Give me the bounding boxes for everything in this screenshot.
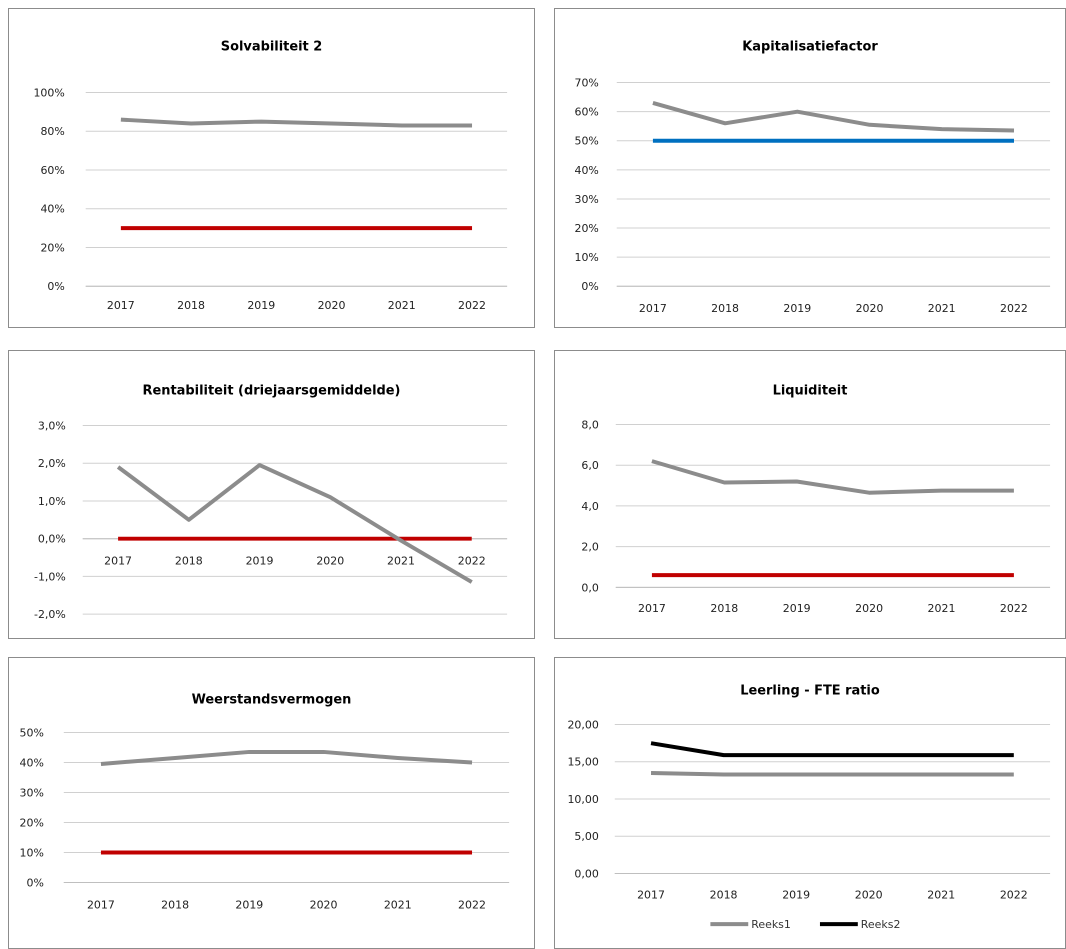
chart-title: Kapitalisatiefactor	[742, 40, 878, 55]
y-tick-label: 0,0%	[38, 533, 66, 546]
x-tick-label: 2019	[782, 888, 810, 901]
y-tick-label: 15,00	[567, 756, 598, 769]
series-line-1	[651, 459, 1014, 495]
y-tick-label: 40%	[40, 203, 64, 216]
x-tick-label: 2021	[387, 555, 415, 568]
chart-svg-rentabiliteit: Rentabiliteit (driejaarsgemiddelde) -2,0%…	[34, 384, 508, 621]
x-tick-label: 2022	[458, 898, 486, 911]
y-tick-label: -1,0%	[34, 570, 66, 583]
y-tick-label: 4,0	[581, 500, 598, 513]
legend-label: Reeks2	[861, 918, 901, 931]
x-tick-label: 2017	[637, 888, 665, 901]
chart-title: Leerling - FTE ratio	[740, 684, 880, 699]
chart-panel-rentabiliteit: Rentabiliteit (driejaarsgemiddelde) -2,0%…	[8, 350, 535, 639]
x-tick-label: 2022	[1000, 888, 1028, 901]
x-tick-label: 2019	[783, 302, 811, 315]
y-tick-label: 100%	[33, 86, 64, 99]
chart-title: Rentabiliteit (driejaarsgemiddelde)	[143, 384, 401, 399]
x-tick-label: 2022	[1000, 302, 1028, 315]
x-tick-label: 2019	[246, 555, 274, 568]
chart-panel-leerling-fte: Leerling - FTE ratio 0,00 5,00 10,00 15,00 20…	[554, 657, 1066, 949]
x-tick-label: 2020	[310, 898, 338, 911]
series-line-1	[100, 749, 473, 766]
y-tick-label: 1,0%	[38, 495, 66, 508]
x-tick-label: 2018	[711, 302, 739, 315]
x-tick-label: 2017	[107, 299, 135, 312]
y-tick-label: 10%	[20, 846, 44, 859]
chart-title: Liquiditeit	[773, 384, 848, 399]
chart-svg-liquiditeit: Liquiditeit 0,0 2,0 4,0 6,0 8,0 2017 2018 2019 20…	[581, 384, 1051, 615]
y-tick-label: 0,0	[581, 581, 598, 594]
x-tick-label: 2017	[639, 302, 667, 315]
x-tick-label: 2021	[388, 299, 416, 312]
chart-svg-solvabiliteit: Solvabiliteit 2 0% 20% 40% 60% 80% 100% 2017 201…	[33, 40, 508, 312]
chart-panel-liquiditeit: Liquiditeit 0,0 2,0 4,0 6,0 8,0 2017 2018 2019 20…	[554, 350, 1066, 639]
y-tick-label: -2,0%	[34, 608, 66, 621]
y-tick-label: 2,0	[581, 541, 598, 554]
x-tick-label: 2020	[855, 888, 883, 901]
x-tick-label: 2018	[161, 898, 189, 911]
y-tick-label: 0,00	[574, 868, 598, 881]
x-tick-label: 2019	[783, 602, 811, 615]
chart-panel-kapitalisatiefactor: Kapitalisatiefactor 0% 10% 20% 30% 40% 50% 60% 7…	[554, 8, 1066, 328]
chart-panel-weerstandsvermogen: Weerstandsvermogen 0% 10% 20% 30% 40% 50% 2017 2…	[8, 657, 535, 949]
y-tick-label: 6,0	[581, 459, 598, 472]
series-line-1	[120, 117, 473, 128]
series-line-1	[652, 100, 1015, 133]
y-tick-label: 60%	[574, 106, 598, 119]
x-tick-label: 2020	[316, 555, 344, 568]
y-tick-label: 40%	[574, 164, 598, 177]
series-line-2	[650, 741, 1014, 758]
x-tick-label: 2020	[856, 302, 884, 315]
x-tick-label: 2022	[458, 299, 486, 312]
x-tick-label: 2018	[710, 888, 738, 901]
x-tick-label: 2022	[458, 555, 486, 568]
x-tick-label: 2018	[710, 602, 738, 615]
y-tick-label: 20%	[20, 816, 44, 829]
x-tick-label: 2022	[1000, 602, 1028, 615]
y-tick-label: 20%	[574, 222, 598, 235]
x-tick-label: 2017	[638, 602, 666, 615]
y-tick-label: 30%	[20, 786, 44, 799]
y-tick-label: 80%	[40, 125, 64, 138]
y-tick-label: 50%	[20, 726, 44, 739]
chart-title: Weerstandsvermogen	[192, 693, 352, 708]
series-line-1	[650, 771, 1014, 777]
x-tick-label: 2021	[928, 302, 956, 315]
y-tick-label: 20%	[40, 241, 64, 254]
y-tick-label: 0%	[581, 280, 598, 293]
series-line-1	[116, 463, 473, 584]
y-tick-label: 10,00	[567, 793, 598, 806]
chart-svg-kapitalisatiefactor: Kapitalisatiefactor 0% 10% 20% 30% 40% 50% 60% 7…	[574, 40, 1051, 315]
y-tick-label: 60%	[40, 164, 64, 177]
y-tick-label: 40%	[20, 756, 44, 769]
y-tick-label: 30%	[574, 193, 598, 206]
y-tick-label: 50%	[574, 135, 598, 148]
x-tick-label: 2020	[855, 602, 883, 615]
y-tick-label: 3,0%	[38, 419, 66, 432]
x-tick-label: 2018	[177, 299, 205, 312]
chart-svg-leerling-fte: Leerling - FTE ratio 0,00 5,00 10,00 15,00 20…	[567, 684, 1051, 931]
x-tick-label: 2018	[175, 555, 203, 568]
x-tick-label: 2021	[927, 888, 955, 901]
chart-svg-weerstandsvermogen: Weerstandsvermogen 0% 10% 20% 30% 40% 50% 2017 2…	[20, 693, 510, 911]
y-tick-label: 0%	[26, 876, 43, 889]
y-tick-label: 8,0	[581, 418, 598, 431]
x-tick-label: 2021	[384, 898, 412, 911]
x-tick-label: 2017	[87, 898, 115, 911]
x-tick-label: 2019	[247, 299, 275, 312]
chart-panel-solvabiliteit: Solvabiliteit 2 0% 20% 40% 60% 80% 100% 2017 201…	[8, 8, 535, 328]
y-tick-label: 10%	[574, 251, 598, 264]
y-tick-label: 5,00	[574, 830, 598, 843]
chart-title: Solvabiliteit 2	[221, 40, 322, 55]
x-tick-label: 2021	[928, 602, 956, 615]
y-tick-label: 70%	[574, 77, 598, 90]
x-tick-label: 2020	[318, 299, 346, 312]
y-tick-label: 2,0%	[38, 457, 66, 470]
y-tick-label: 0%	[47, 280, 64, 293]
legend-label: Reeks1	[751, 918, 791, 931]
x-tick-label: 2017	[104, 555, 132, 568]
x-tick-label: 2019	[235, 898, 263, 911]
y-tick-label: 20,00	[567, 719, 598, 732]
